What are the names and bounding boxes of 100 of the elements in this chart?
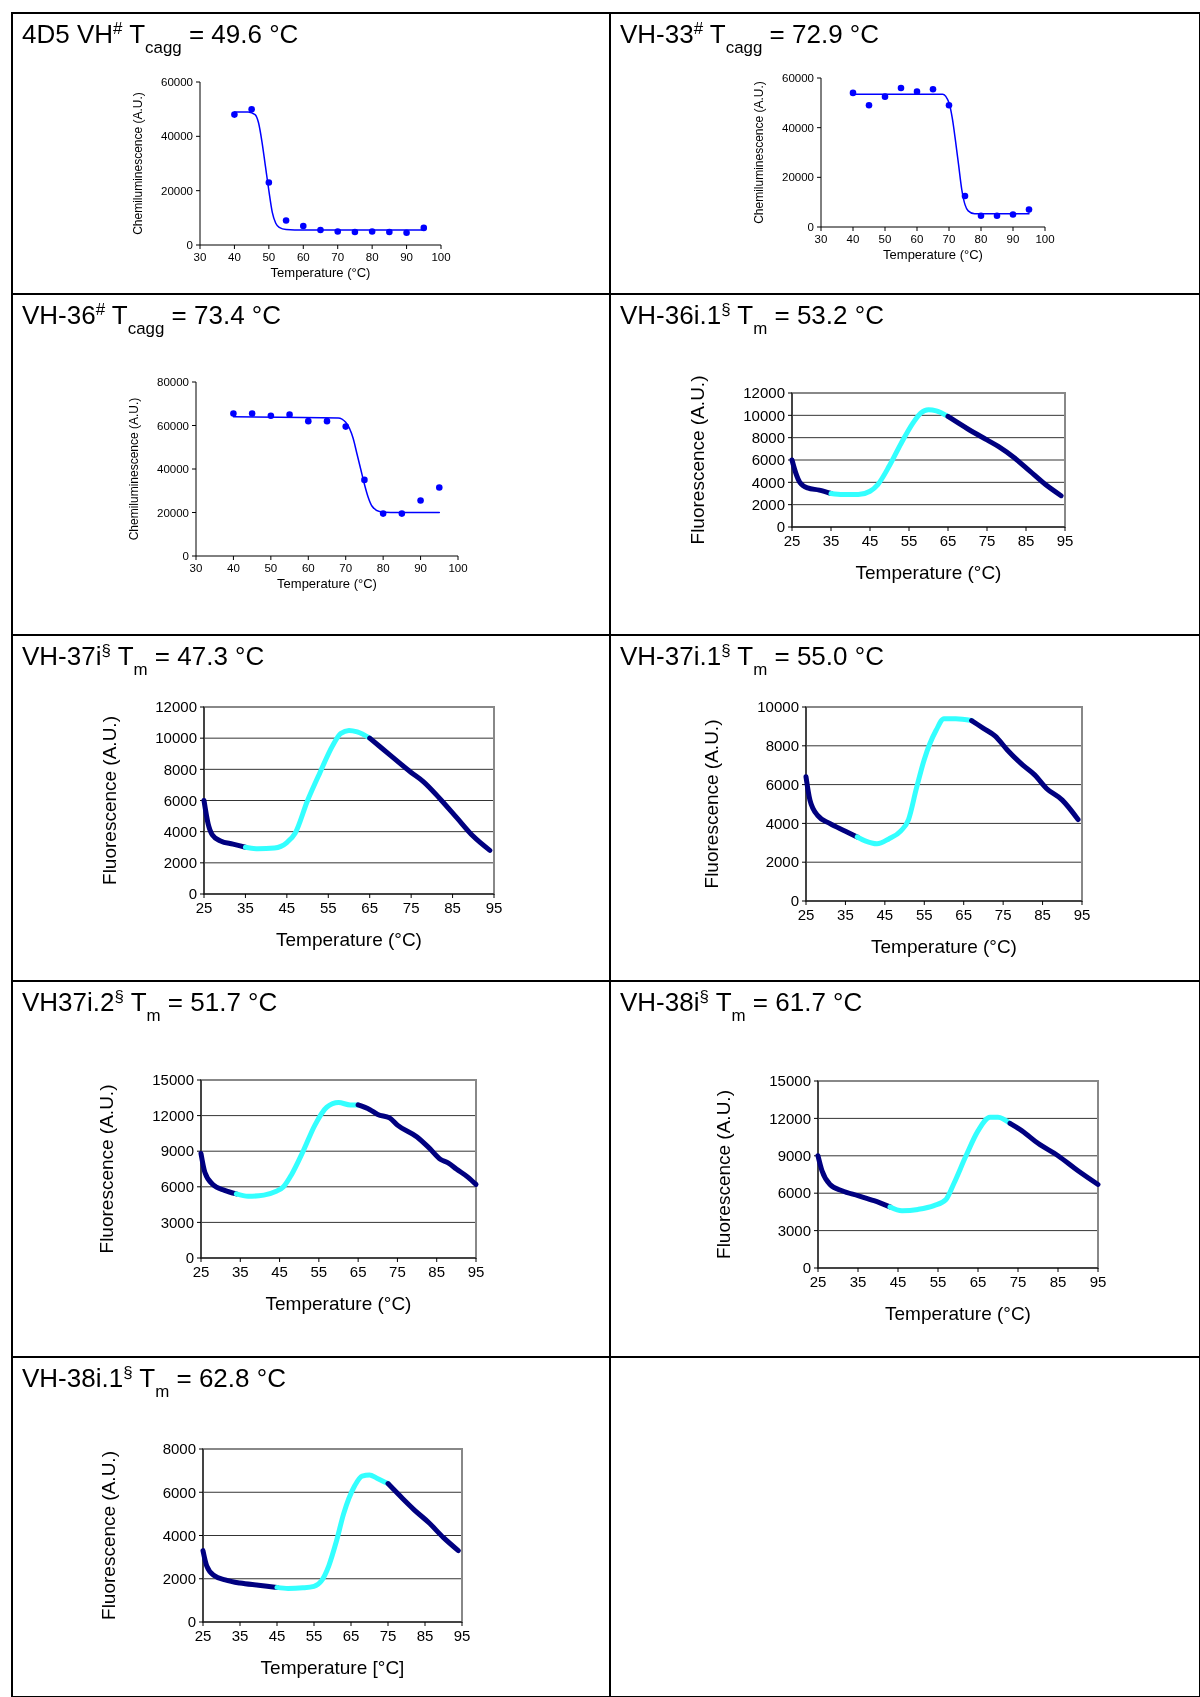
x-tick-label: 55 [915, 906, 933, 923]
point [248, 105, 255, 113]
x-tick-label: 95 [453, 1627, 471, 1644]
y-tick-label: 60000 [157, 419, 189, 432]
point [300, 222, 307, 230]
y-tick-label: 2000 [163, 854, 197, 872]
x-tick-label: 85 [1017, 532, 1035, 549]
point [865, 102, 873, 109]
y-tick-label: 0 [790, 892, 799, 910]
y-tick-label: 10000 [743, 406, 785, 424]
x-tick-label: 75 [389, 1263, 406, 1280]
x-tick-label: 100 [448, 562, 468, 575]
y-tick-label: 2000 [751, 495, 785, 513]
y-axis-title: Chemiluminescence (A.U.) [131, 92, 145, 235]
point [305, 417, 312, 425]
y-tick-label: 20000 [782, 171, 814, 184]
x-tick-label: 50 [264, 562, 278, 575]
y-tick-label: 15000 [769, 1072, 811, 1090]
x-tick-label: 75 [978, 532, 996, 549]
chart-title: VH-37i$^{§}$ T$_{m}$ = 47.3 °C [22, 640, 265, 679]
point [436, 484, 443, 491]
x-tick-label: 60 [910, 233, 924, 246]
x-axis-title: Temperature [°C] [260, 1657, 405, 1678]
point [248, 410, 256, 417]
y-tick-label: 60000 [161, 76, 193, 89]
y-tick-label: 40000 [157, 463, 189, 476]
x-tick-label: 85 [428, 1263, 446, 1280]
y-tick-label: 80000 [157, 376, 189, 389]
y-tick-label: 0 [182, 550, 189, 563]
x-tick-label: 65 [955, 906, 973, 923]
y-tick-label: 6000 [777, 1184, 811, 1202]
x-tick-label: 85 [1049, 1273, 1067, 1290]
point [417, 497, 424, 504]
x-tick-label: 40 [846, 233, 860, 246]
point [929, 85, 937, 93]
y-tick-label: 20000 [157, 506, 189, 519]
y-tick-label: 10000 [155, 729, 197, 747]
x-tick-label: 90 [400, 251, 413, 264]
y-tick-label: 9000 [160, 1142, 194, 1160]
x-tick-label: 25 [783, 532, 801, 549]
y-tick-label: 3000 [777, 1221, 811, 1239]
y-tick-label: 4000 [751, 473, 785, 491]
x-axis-title: Temperature (°C) [855, 562, 1002, 583]
x-tick-label: 80 [974, 233, 988, 246]
x-tick-label: 55 [319, 899, 337, 916]
x-tick-label: 45 [889, 1273, 907, 1290]
point [398, 510, 406, 517]
x-tick-label: 80 [376, 562, 390, 575]
y-tick-label: 6000 [162, 1483, 196, 1501]
x-tick-label: 70 [942, 233, 956, 246]
y-tick-label: 12000 [152, 1106, 194, 1124]
y-axis-title: Fluorescence (A.U.) [701, 719, 722, 889]
x-tick-label: 25 [195, 899, 213, 916]
x-tick-label: 35 [237, 899, 254, 916]
y-tick-label: 4000 [765, 814, 799, 832]
y-tick-label: 15000 [152, 1071, 194, 1089]
point [282, 217, 290, 224]
x-tick-label: 55 [929, 1273, 947, 1290]
chart-title: VH-38i.1$^{§}$ T$_{m}$ = 62.8 °C [22, 1362, 286, 1401]
chart-title: 4D5 VH$^{#}$ T$_{cagg}$ = 49.6 °C [22, 18, 299, 57]
y-axis-title: Fluorescence (A.U.) [98, 1451, 119, 1620]
y-axis-title: Fluorescence (A.U.) [687, 375, 708, 545]
x-tick-label: 45 [278, 899, 296, 916]
x-tick-label: 45 [861, 532, 879, 549]
chart-title: VH-33$^{#}$ T$_{cagg}$ = 72.9 °C [620, 18, 880, 57]
chart-title: VH-36i.1$^{§}$ T$_{m}$ = 53.2 °C [620, 299, 884, 338]
x-tick-label: 55 [305, 1627, 323, 1644]
y-tick-label: 12000 [769, 1109, 811, 1127]
x-tick-label: 55 [310, 1263, 328, 1280]
y-tick-label: 8000 [162, 1440, 196, 1458]
y-axis-title: Fluorescence (A.U.) [99, 716, 120, 885]
x-tick-label: 35 [231, 1263, 249, 1280]
x-tick-label: 65 [939, 532, 957, 549]
y-axis-title: Chemiluminescence (A.U.) [127, 397, 141, 541]
y-tick-label: 3000 [160, 1213, 194, 1231]
y-tick-label: 0 [188, 885, 197, 903]
y-tick-label: 40000 [782, 121, 814, 134]
x-axis-title: Temperature (°C) [265, 1293, 412, 1314]
point [897, 84, 905, 92]
x-tick-label: 90 [1006, 233, 1020, 246]
x-tick-label: 65 [349, 1263, 367, 1280]
x-tick-label: 35 [849, 1273, 867, 1290]
y-tick-label: 0 [802, 1259, 811, 1277]
y-tick-label: 4000 [162, 1526, 196, 1544]
x-tick-label: 85 [416, 1627, 434, 1644]
x-axis-title: Temperature (°C) [277, 576, 377, 591]
y-tick-label: 0 [776, 518, 785, 536]
x-tick-label: 95 [467, 1263, 485, 1280]
y-tick-label: 2000 [162, 1570, 196, 1587]
x-tick-label: 100 [1035, 233, 1055, 246]
x-tick-label: 45 [876, 906, 894, 923]
x-tick-label: 50 [262, 251, 276, 264]
point [230, 410, 237, 417]
y-tick-label: 60000 [782, 72, 814, 85]
x-tick-label: 25 [797, 906, 815, 923]
x-tick-label: 70 [339, 562, 353, 575]
x-tick-label: 35 [822, 532, 840, 549]
x-tick-label: 55 [900, 532, 918, 549]
y-tick-label: 8000 [765, 737, 799, 755]
y-tick-label: 4000 [163, 822, 197, 840]
